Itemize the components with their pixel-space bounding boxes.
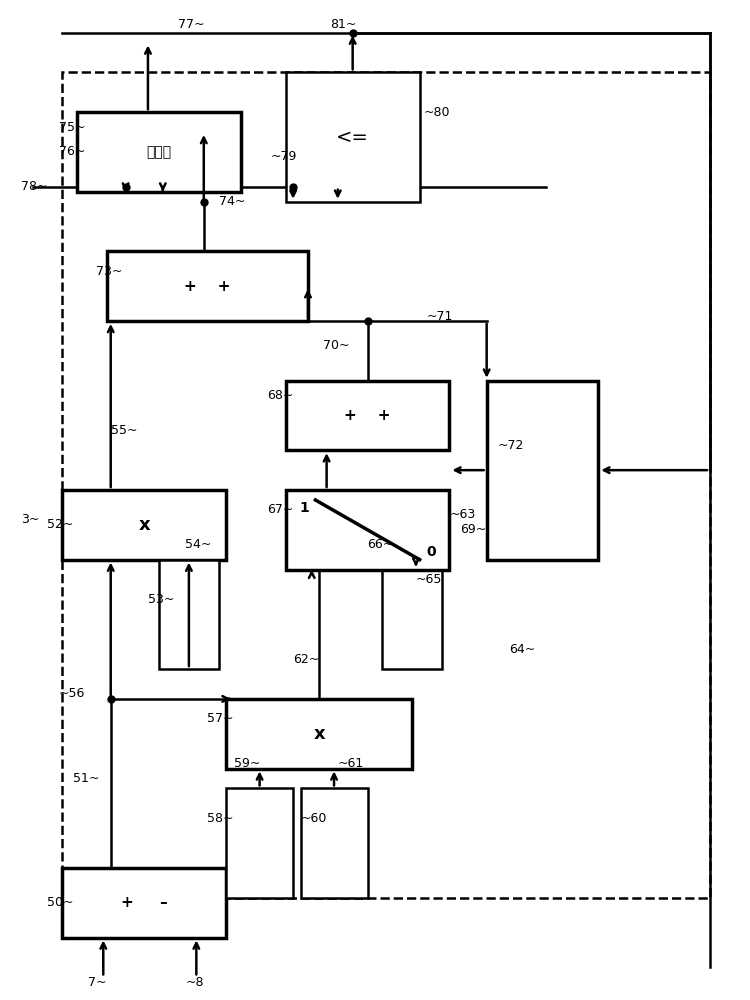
Bar: [62, 490, 226, 560]
Text: ~65: ~65: [416, 573, 442, 586]
Text: 53~: 53~: [148, 593, 174, 606]
Bar: [301, 788, 368, 898]
Text: +     –: + –: [121, 895, 167, 910]
Text: ~8: ~8: [185, 976, 204, 989]
Text: 66~: 66~: [368, 538, 394, 551]
Text: 3~: 3~: [22, 513, 40, 526]
Text: 7~: 7~: [88, 976, 107, 989]
Text: 76~: 76~: [58, 145, 85, 158]
Text: 68~: 68~: [267, 389, 293, 402]
Bar: [159, 560, 219, 669]
Bar: [487, 381, 598, 560]
Bar: [77, 112, 241, 192]
Text: 77~: 77~: [178, 18, 204, 31]
Text: 78~: 78~: [22, 180, 48, 193]
Text: 最小値: 最小値: [146, 145, 172, 159]
Text: 58~: 58~: [208, 812, 234, 825]
Bar: [286, 490, 449, 570]
Text: 74~: 74~: [219, 195, 245, 208]
Text: 51~: 51~: [74, 772, 100, 785]
Text: 70~: 70~: [323, 339, 350, 352]
Bar: [382, 560, 442, 669]
Text: <=: <=: [336, 128, 369, 147]
Text: ~79: ~79: [271, 150, 297, 163]
Text: ~61: ~61: [338, 757, 364, 770]
Bar: [62, 868, 226, 938]
Bar: [62, 72, 710, 898]
Text: 0: 0: [426, 545, 436, 559]
Text: 69~: 69~: [460, 523, 487, 536]
Text: 54~: 54~: [185, 538, 211, 551]
Text: 59~: 59~: [233, 757, 260, 770]
Text: 73~: 73~: [96, 265, 122, 278]
Text: 1: 1: [299, 501, 309, 515]
Text: +    +: + +: [344, 408, 391, 423]
Text: ~63: ~63: [449, 508, 476, 521]
Text: ~71: ~71: [427, 310, 454, 323]
Text: ~72: ~72: [498, 439, 524, 452]
Text: ~80: ~80: [424, 106, 450, 119]
Text: ~56: ~56: [58, 687, 85, 700]
Text: 75~: 75~: [58, 121, 85, 134]
Text: 50~: 50~: [47, 896, 74, 909]
Text: 67~: 67~: [267, 503, 293, 516]
Bar: [107, 251, 308, 321]
Text: x: x: [314, 725, 325, 743]
Text: 55~: 55~: [111, 424, 137, 437]
Bar: [226, 788, 293, 898]
Text: 57~: 57~: [208, 712, 234, 725]
Text: 52~: 52~: [47, 518, 74, 531]
Text: 64~: 64~: [509, 643, 536, 656]
Bar: [286, 381, 449, 450]
Text: +    +: + +: [184, 279, 231, 294]
Bar: [226, 699, 412, 768]
Text: 81~: 81~: [330, 18, 357, 31]
Text: 62~: 62~: [293, 653, 320, 666]
Text: x: x: [139, 516, 150, 534]
Text: ~60: ~60: [301, 812, 327, 825]
Bar: [286, 72, 420, 202]
